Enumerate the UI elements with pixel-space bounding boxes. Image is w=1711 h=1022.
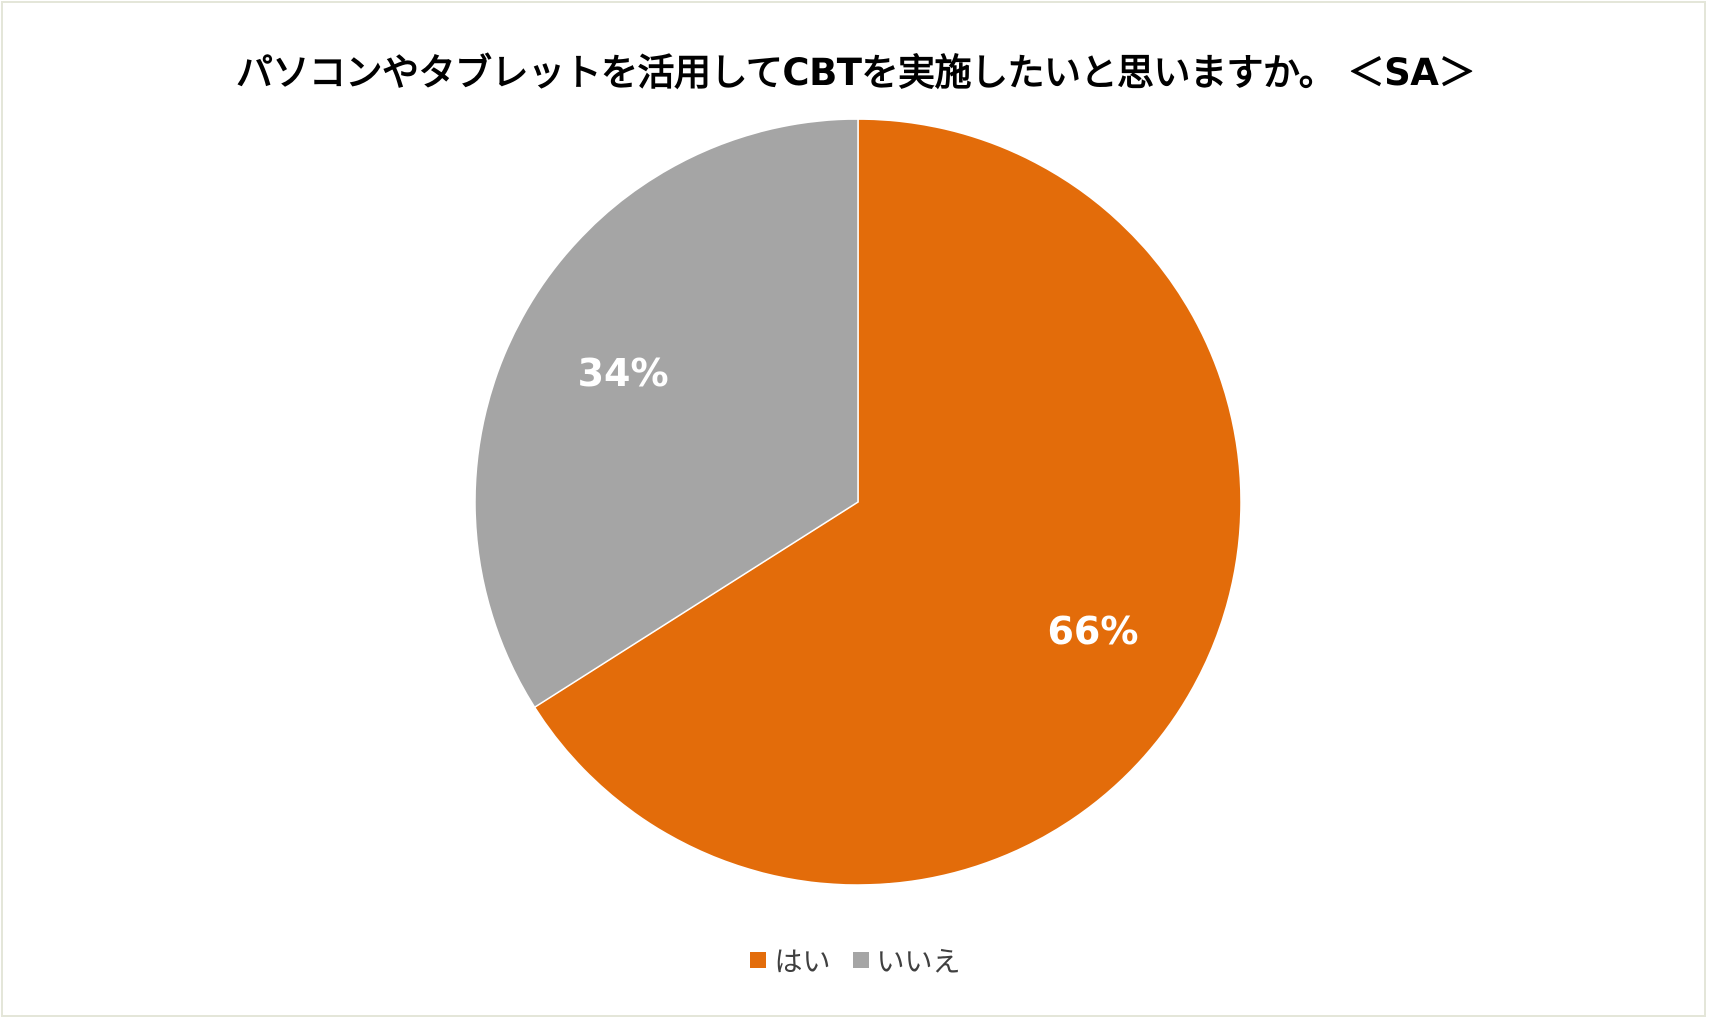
pie-slice-no: [474, 118, 859, 709]
legend-label-yes: はい: [774, 945, 831, 978]
legend-swatch-yes: [750, 952, 767, 968]
legend-label-no: いいえ: [876, 945, 961, 978]
pie-label-yes: 66%: [1047, 609, 1138, 653]
pie-slice-yes: [533, 118, 1242, 886]
legend-swatch-no: [852, 952, 869, 968]
chart-title: パソコンやタブレットを活用してCBTを実施したいと思いますか。 ＜SA＞: [236, 51, 1475, 94]
chart-legend: はい いいえ: [0, 940, 1711, 980]
legend-item-yes: はい: [750, 940, 831, 980]
pie-label-no: 34%: [578, 351, 669, 395]
legend-item-no: いいえ: [852, 940, 961, 980]
